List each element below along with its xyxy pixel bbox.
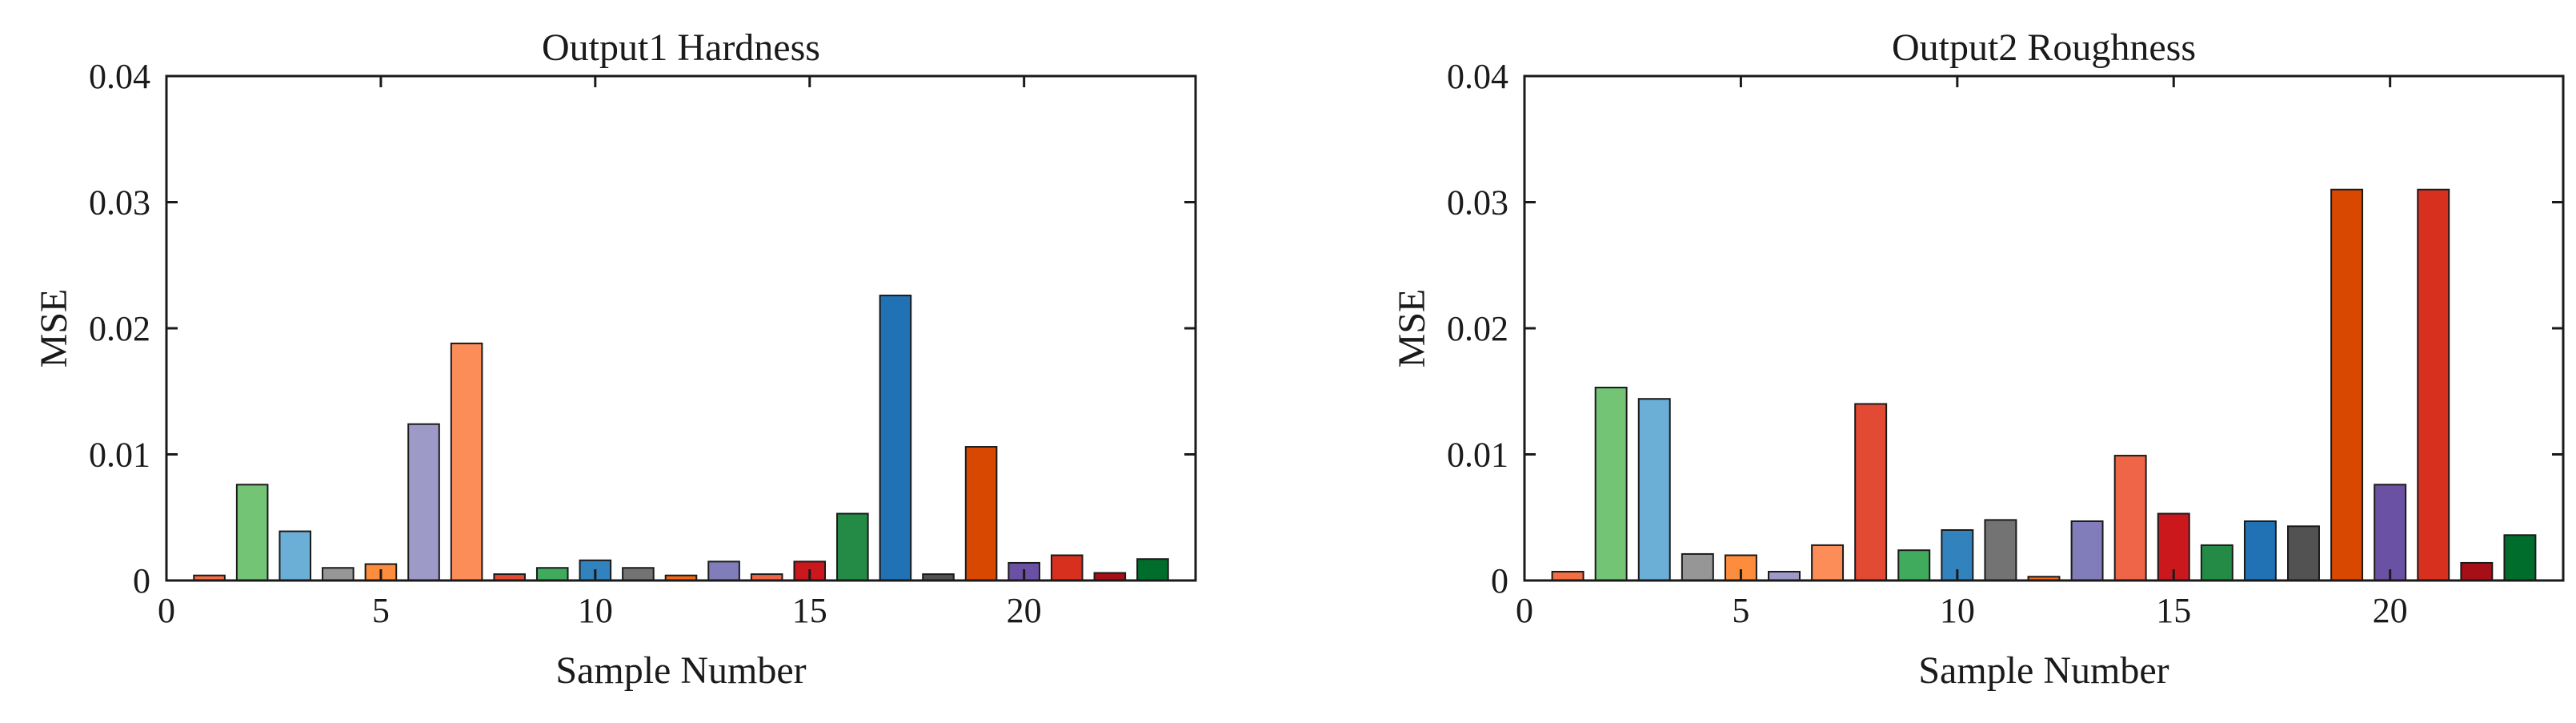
bar-4 [322,567,355,581]
x-tick-label: 5 [1732,591,1749,630]
bar-23 [1136,558,1169,581]
chart-hardness: Output1 Hardness Sample Number MSE 0 5 10 1… [33,26,1197,692]
y-tick-label: 0.03 [89,183,150,223]
bar-21 [2417,188,2450,581]
y-tick-label: 0.01 [89,436,150,475]
bar-group [193,295,1169,582]
bar-3 [278,530,312,582]
x-tick-label: 15 [2156,591,2191,630]
bar-20 [2374,484,2407,581]
y-axis-label: MSE [33,289,75,368]
bar-9 [1897,549,1931,582]
y-tick-label: 0.02 [1447,309,1508,348]
x-tick-label: 0 [1516,591,1533,630]
bar-18 [2287,525,2320,582]
plot-frame [165,74,1197,582]
y-tick-label: 0 [133,561,150,600]
bar-2 [235,484,269,581]
chart-title: Output1 Hardness [542,26,820,69]
bar-13 [2070,520,2104,581]
plot-frame [1523,74,2565,582]
x-axis-label: Sample Number [555,649,806,692]
bar-17 [2243,520,2277,581]
y-tick-label: 0.01 [1447,436,1508,475]
y-tick-label: 0.02 [89,309,150,348]
bar-14 [2113,455,2147,582]
bar-21 [1050,554,1084,581]
bar-8 [1854,403,1888,581]
bar-7 [450,342,483,581]
x-tick-label: 10 [1940,591,1975,630]
bar-4 [1681,552,1714,581]
x-axis-label: Sample Number [1918,649,2169,692]
bar-16 [836,512,869,582]
chart-title: Output2 Roughness [1892,26,2196,69]
bar-1 [1551,570,1584,581]
bar-16 [2200,544,2233,582]
bar-23 [2503,534,2537,581]
x-tick-label: 20 [2373,591,2408,630]
x-tick-label: 5 [372,591,390,630]
y-tick-label: 0 [1491,561,1508,600]
y-tick-label: 0.04 [1447,57,1508,96]
bar-19 [2330,188,2364,581]
bar-22 [2460,561,2494,582]
bar-17 [879,295,912,581]
bar-13 [707,560,740,581]
tick-group: 0 5 10 15 20 0 0.01 0.02 0.03 0.04 [1447,57,2563,630]
y-tick-label: 0.03 [1447,183,1508,223]
bar-3 [1637,398,1671,582]
x-tick-label: 0 [158,591,175,630]
y-axis-label: MSE [1391,289,1433,368]
bar-6 [1768,570,1801,581]
chart-roughness: Output2 Roughness Sample Number MSE 0 5 10… [1391,26,2565,692]
tick-group: 0 5 10 15 20 0 0.01 0.02 0.03 0.04 [89,57,1196,630]
bar-19 [964,446,998,581]
bar-group [1551,188,2537,582]
bar-2 [1594,387,1628,581]
bar-6 [407,423,440,582]
x-tick-label: 10 [578,591,613,630]
bar-11 [622,567,655,581]
bar-7 [1811,544,1845,582]
x-tick-label: 15 [792,591,827,630]
bar-11 [1984,519,2017,582]
bar-9 [535,567,569,581]
x-tick-label: 20 [1007,591,1042,630]
y-tick-label: 0.04 [89,57,150,96]
